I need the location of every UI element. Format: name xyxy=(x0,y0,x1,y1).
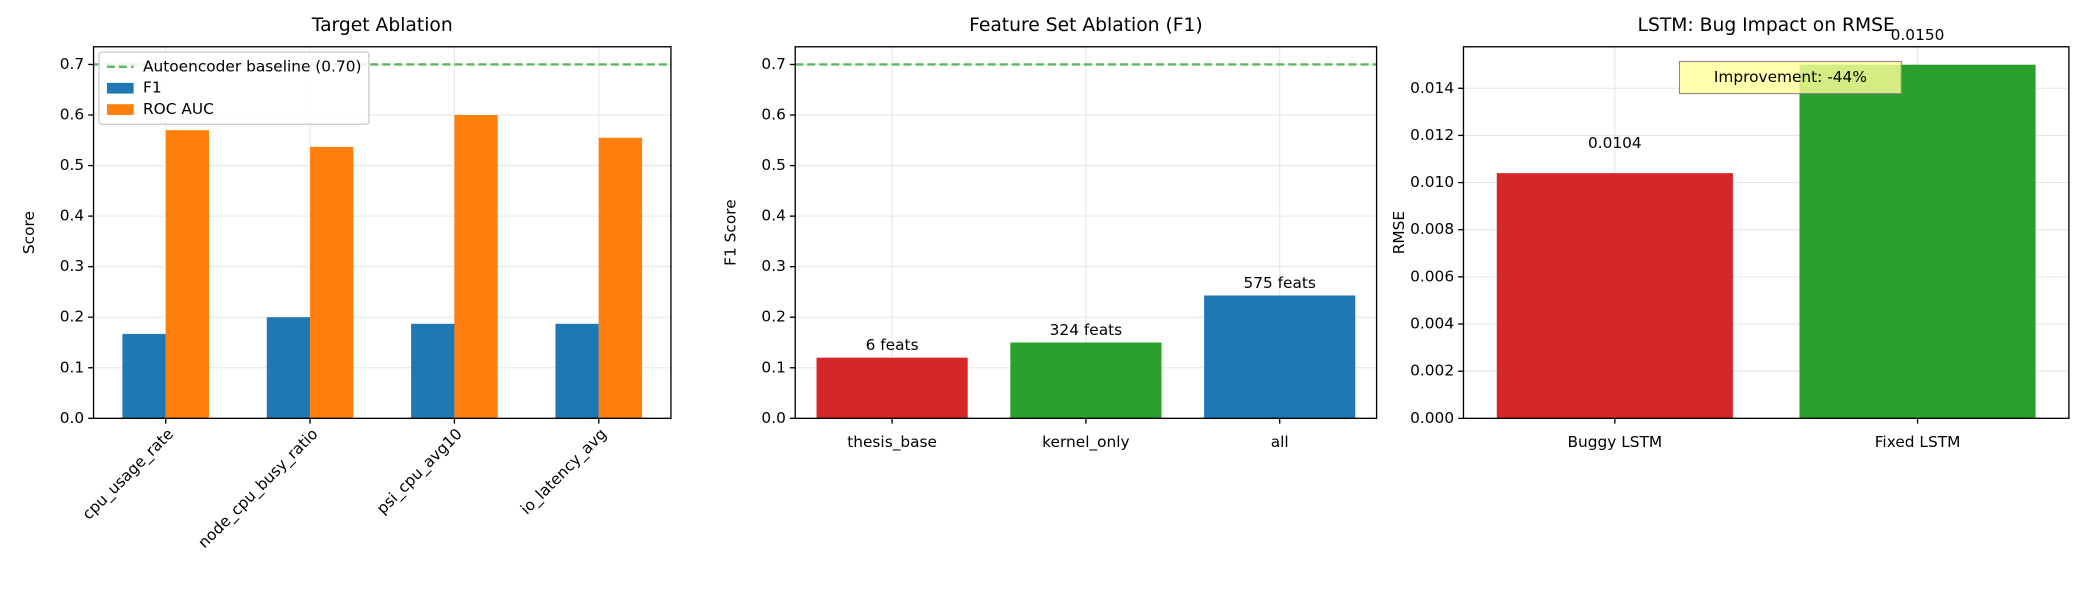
y-tick-label: 0.002 xyxy=(1410,362,1454,380)
y-tick-label: 0.1 xyxy=(761,358,785,376)
bar-label: 324 feats xyxy=(1050,321,1123,339)
legend-swatch xyxy=(106,104,134,115)
bar xyxy=(1204,295,1356,419)
y-tick-label: 0.2 xyxy=(761,308,785,326)
bar xyxy=(816,357,968,419)
x-tick-label: thesis_base xyxy=(847,433,937,452)
legend-swatch xyxy=(106,82,134,94)
y-tick-label: 0.7 xyxy=(60,55,84,73)
chart-title: Target Ablation xyxy=(311,15,453,36)
y-tick-label: 0.3 xyxy=(761,257,785,275)
y-axis-label: Score xyxy=(20,211,38,254)
y-tick-label: 0.5 xyxy=(761,156,785,174)
legend-label: ROC AUC xyxy=(143,100,214,118)
legend-label: Autoencoder baseline (0.70) xyxy=(143,57,361,75)
y-tick-label: 0.012 xyxy=(1410,126,1454,144)
y-tick-label: 0.008 xyxy=(1410,220,1454,238)
y-tick-label: 0.6 xyxy=(60,106,84,124)
bar xyxy=(454,115,498,419)
annotation: Improvement: -44% xyxy=(1714,68,1867,86)
x-tick-label: Fixed LSTM xyxy=(1875,433,1961,451)
y-tick-label: 0.4 xyxy=(60,207,84,225)
legend-label: F1 xyxy=(143,79,162,97)
y-tick-label: 0.2 xyxy=(60,308,84,326)
y-tick-label: 0.4 xyxy=(761,207,785,225)
bar xyxy=(165,130,210,419)
y-tick-label: 0.3 xyxy=(60,257,84,275)
x-tick-label: all xyxy=(1271,433,1289,451)
y-axis-label: F1 Score xyxy=(722,199,740,266)
bar-label: 575 feats xyxy=(1243,274,1316,292)
y-axis-label: RMSE xyxy=(1390,211,1408,254)
value-label: 0.0104 xyxy=(1588,134,1642,152)
axes-frame xyxy=(794,46,1378,419)
y-tick-label: 0.7 xyxy=(761,55,785,73)
bar xyxy=(555,323,599,419)
y-tick-label: 0.6 xyxy=(761,106,785,124)
annotation-box xyxy=(1678,60,1902,95)
bar xyxy=(1799,64,2036,419)
y-tick-label: 0.000 xyxy=(1410,409,1454,427)
y-tick-label: 0.006 xyxy=(1410,267,1454,285)
value-label: 0.0150 xyxy=(1891,26,1945,44)
y-tick-label: 0.1 xyxy=(60,358,84,376)
legend-box xyxy=(98,51,370,125)
x-tick-label: Buggy LSTM xyxy=(1567,433,1662,451)
bar xyxy=(310,146,354,419)
bar-label: 6 feats xyxy=(866,336,919,354)
axes-frame xyxy=(1462,46,2070,419)
y-tick-label: 0.0 xyxy=(60,409,84,427)
y-tick-label: 0.0 xyxy=(761,409,785,427)
y-tick-label: 0.010 xyxy=(1410,173,1454,191)
bar xyxy=(122,333,166,419)
axes-frame xyxy=(92,46,672,419)
y-tick-label: 0.5 xyxy=(60,156,84,174)
bar xyxy=(598,137,643,419)
x-tick-label: kernel_only xyxy=(1042,433,1129,452)
bar xyxy=(266,317,311,419)
bar xyxy=(1010,342,1162,419)
chart-title: Feature Set Ablation (F1) xyxy=(969,15,1203,36)
bar xyxy=(411,323,455,419)
y-tick-label: 0.004 xyxy=(1410,315,1454,333)
chart-title: LSTM: Bug Impact on RMSE xyxy=(1638,15,1895,36)
bar xyxy=(1496,173,1733,419)
y-tick-label: 0.014 xyxy=(1410,79,1454,97)
